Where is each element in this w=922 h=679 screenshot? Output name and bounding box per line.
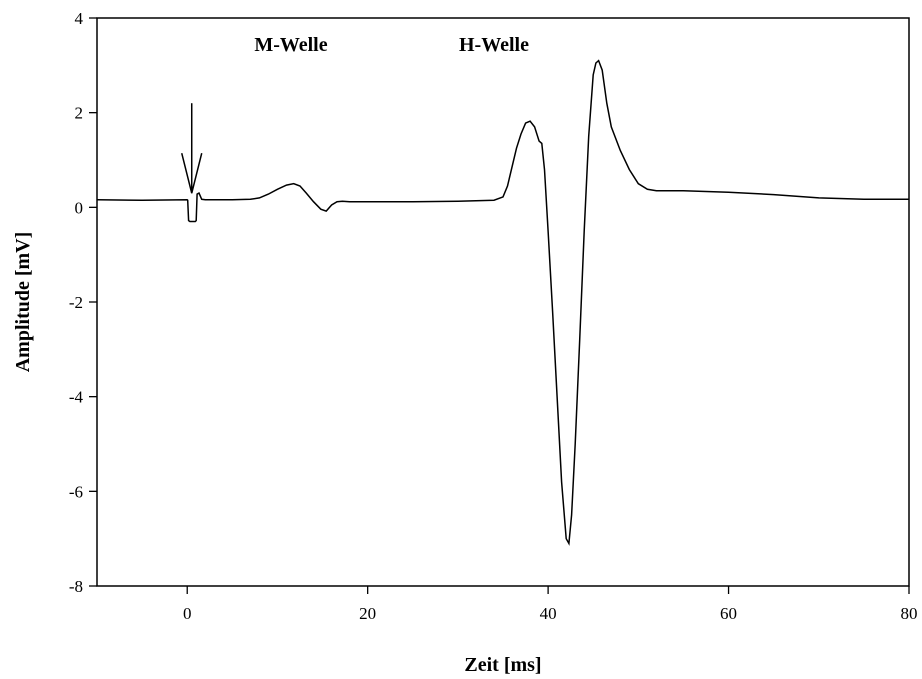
x-tick-label: 0 xyxy=(183,604,192,623)
y-tick-label: 2 xyxy=(75,104,84,123)
x-tick-label: 20 xyxy=(359,604,376,623)
annotation-h-welle: H-Welle xyxy=(459,34,529,56)
y-tick-label: -6 xyxy=(69,482,83,501)
series-line xyxy=(96,59,909,546)
x-tick-label: 40 xyxy=(540,604,557,623)
x-axis-title: Zeit [ms] xyxy=(464,654,541,676)
stimulus-arrow xyxy=(181,103,203,194)
y-tick-label: -8 xyxy=(69,577,83,596)
plot-frame xyxy=(96,17,910,587)
y-axis-title: Amplitude [mV] xyxy=(12,232,34,373)
x-tick-label: 80 xyxy=(901,604,918,623)
y-axis-ticks: -8 -6 -4 -2 0 2 4 xyxy=(69,9,97,596)
y-tick-label: -2 xyxy=(69,293,83,312)
x-tick-label: 60 xyxy=(720,604,737,623)
y-tick-label: 0 xyxy=(75,198,84,217)
stimulus-arrow-head xyxy=(181,152,203,194)
annotation-m-welle: M-Welle xyxy=(254,34,327,56)
x-axis-ticks: 0 20 40 60 80 xyxy=(183,586,918,623)
y-tick-label: -4 xyxy=(69,388,84,407)
y-tick-label: 4 xyxy=(75,9,84,28)
